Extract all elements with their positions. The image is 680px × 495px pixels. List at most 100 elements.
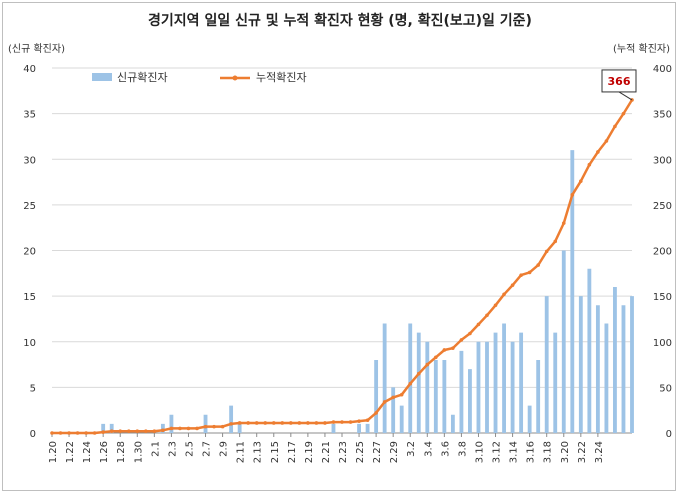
x-tick-label: 2.19 [304, 441, 315, 463]
line-point [280, 421, 285, 425]
legend-bar-label: 신규확진자 [117, 71, 168, 84]
line-point [553, 239, 558, 244]
line-point [544, 249, 549, 254]
x-tick-label: 2.1 [150, 441, 161, 457]
x-tick-label: 3.24 [594, 441, 605, 463]
x-tick-label: 3.4 [423, 441, 434, 457]
line-point [297, 421, 302, 425]
x-tick-label: 2.9 [219, 441, 230, 457]
bar [621, 305, 626, 433]
bar [237, 423, 242, 433]
x-tick-label: 2.3 [167, 441, 178, 457]
bar [493, 332, 498, 433]
x-tick-label: 2.11 [236, 441, 247, 463]
line-point [365, 418, 370, 423]
line-point [109, 429, 114, 433]
line-point [434, 355, 438, 360]
left-tick-label: 35 [23, 110, 36, 121]
x-tick-label: 2.13 [253, 441, 264, 463]
bar [510, 341, 515, 433]
line-point [58, 431, 63, 435]
x-tick-label: 3.22 [577, 441, 588, 463]
line-point [135, 429, 140, 433]
bar [459, 350, 464, 433]
bar [169, 414, 174, 433]
line-point [178, 426, 182, 431]
bar [450, 414, 455, 433]
right-tick-label: 150 [653, 292, 672, 303]
line-point [451, 346, 455, 350]
left-tick-label: 10 [23, 338, 36, 349]
bar [433, 360, 438, 433]
x-tick-label: 3.12 [492, 441, 503, 463]
line-point [502, 292, 506, 297]
line-point [271, 421, 276, 425]
left-tick-label: 20 [23, 247, 36, 258]
line-point [92, 431, 97, 435]
bar [425, 341, 430, 433]
bar [578, 296, 583, 433]
line-point [510, 283, 515, 287]
bar [416, 332, 421, 433]
line-point [391, 395, 395, 400]
line-point [126, 429, 131, 433]
end-label: 366 [608, 75, 631, 88]
line-point [306, 421, 310, 425]
bar [561, 250, 566, 433]
line-point [229, 422, 233, 426]
line-point [186, 426, 191, 431]
line-point [425, 362, 430, 367]
bar [553, 332, 558, 433]
line-point [621, 111, 626, 116]
x-tick-label: 3.10 [474, 441, 485, 463]
line-point [596, 150, 600, 154]
x-tick-label: 3.20 [560, 441, 571, 463]
x-tick-label: 2.23 [338, 441, 349, 463]
right-tick-label: 100 [653, 338, 672, 349]
line-point [357, 419, 361, 423]
right-axis-title: (누적 확진자) [613, 44, 670, 55]
bar [519, 332, 524, 433]
bar [595, 305, 600, 433]
x-tick-label: 3.16 [526, 441, 537, 463]
line-point [374, 411, 378, 415]
bar [374, 360, 379, 433]
x-tick-label: 2.21 [321, 441, 332, 463]
end-label-leader [618, 91, 633, 101]
bar [544, 296, 549, 433]
x-tick-label: 3.8 [457, 441, 468, 457]
right-tick-label: 400 [653, 64, 672, 75]
x-tick-label: 1.26 [99, 441, 110, 463]
line-point [152, 429, 157, 433]
x-tick-label: 3.14 [509, 441, 520, 463]
line-point [442, 348, 447, 352]
left-tick-label: 30 [23, 155, 36, 166]
line-point [237, 421, 242, 425]
x-tick-label: 2.7 [202, 441, 213, 457]
line-point [382, 400, 387, 404]
bar [587, 268, 592, 433]
bar [399, 405, 404, 433]
left-tick-label: 40 [23, 64, 36, 75]
bar [476, 341, 481, 433]
bar [331, 423, 336, 433]
bar [527, 405, 532, 433]
x-tick-label: 2.29 [389, 441, 400, 463]
line-point [263, 421, 268, 425]
line-point [195, 426, 199, 431]
bar [442, 360, 447, 433]
legend-line-marker [232, 75, 238, 81]
bar [502, 323, 506, 433]
end-label-box [601, 69, 637, 93]
left-tick-label: 0 [30, 429, 36, 440]
x-tick-label: 2.25 [355, 441, 366, 463]
line-point [118, 429, 123, 433]
line-point [314, 421, 319, 425]
line-point [67, 431, 71, 435]
right-tick-label: 50 [659, 383, 672, 394]
left-axis-title: (신규 확진자) [8, 44, 65, 55]
line-point [613, 124, 617, 129]
line-point [331, 420, 336, 424]
left-tick-label: 5 [30, 383, 36, 394]
